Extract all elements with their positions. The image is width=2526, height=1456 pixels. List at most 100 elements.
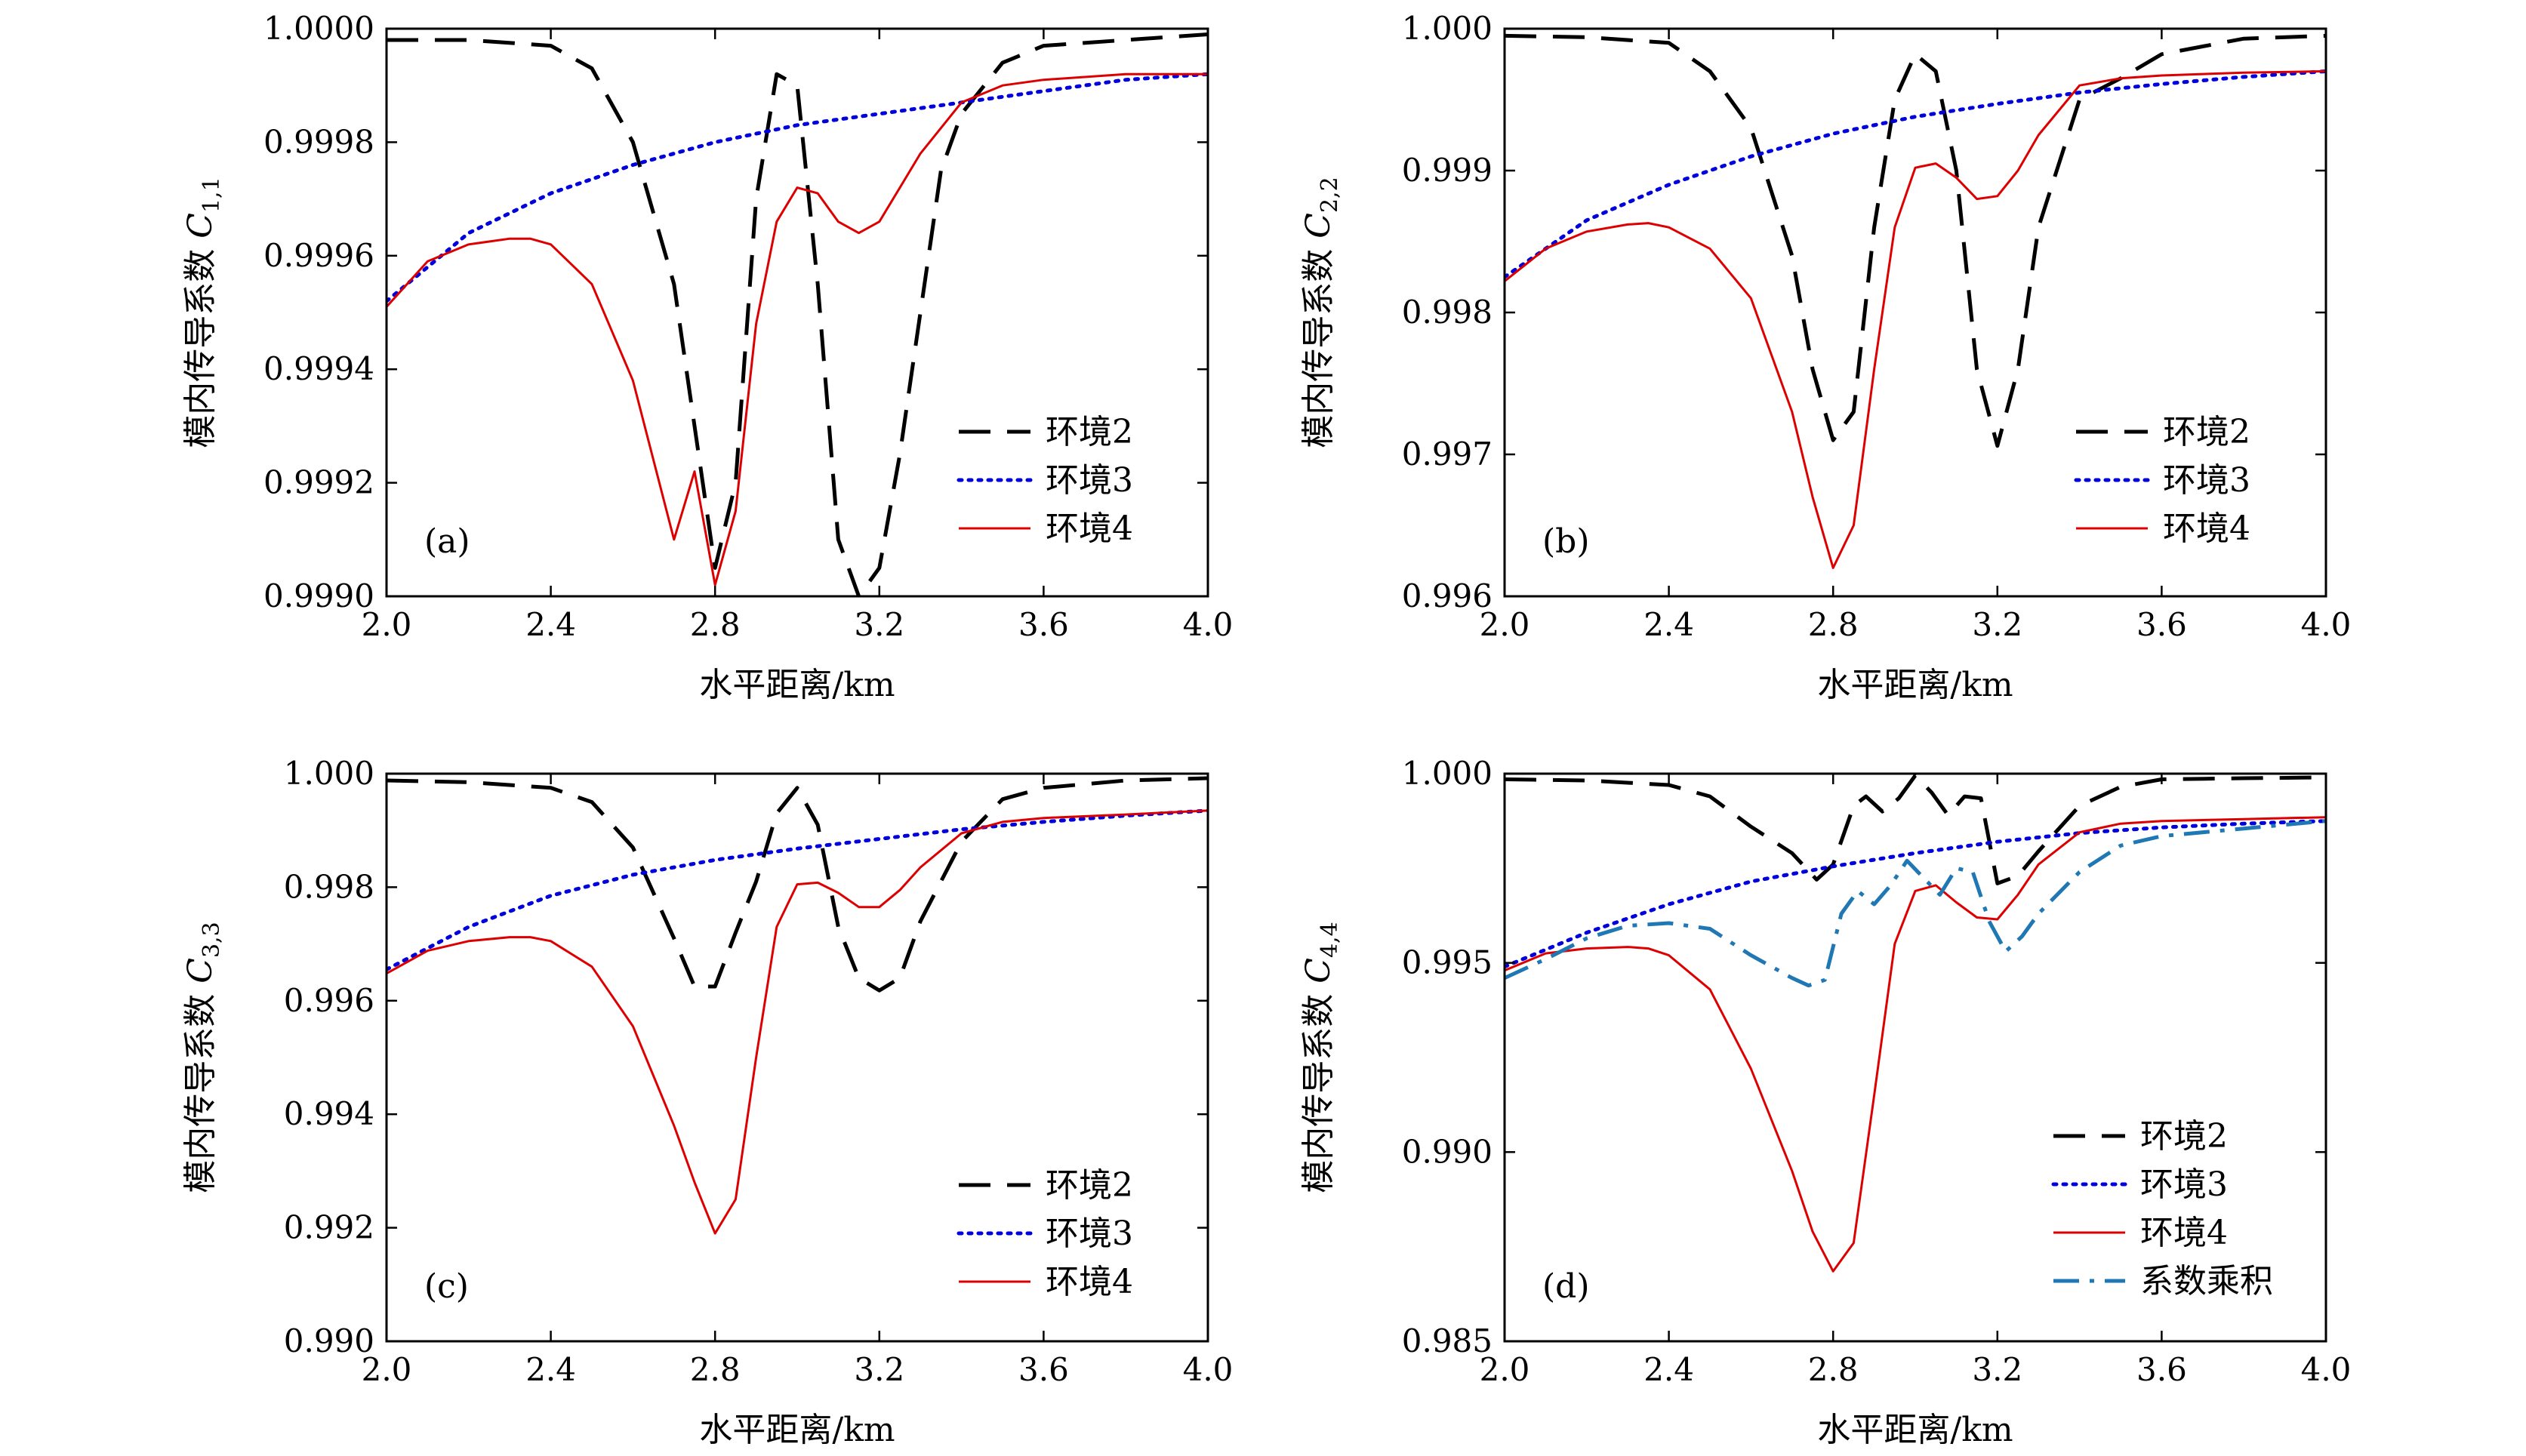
y-tick-label: 0.990: [1402, 1133, 1492, 1170]
y-axis-label-subscript: 2,2: [1317, 177, 1343, 213]
legend-label: 环境4: [2140, 1214, 2228, 1252]
x-tick-label: 3.2: [1972, 606, 2022, 643]
chart-panel-1: 2.0 2.4 2.8 3.2 3.6 4.0 0.996 0.997 0.998 0.999 1.…: [1299, 10, 2351, 704]
legend-label: 环境2: [1046, 1166, 1133, 1205]
series-line-2: [387, 72, 1208, 586]
legend-label: 系数乘积: [2140, 1262, 2273, 1301]
y-axis-label-subscript: 3,3: [199, 922, 225, 958]
x-tick-label: 4.0: [2301, 1351, 2352, 1388]
y-axis-label-symbol: C: [181, 958, 220, 983]
y-tick-label: 0.9990: [263, 577, 374, 614]
legend-label: 环境3: [1046, 461, 1133, 500]
series-line-1: [1505, 69, 2326, 279]
panel-label: (d): [1542, 1267, 1590, 1306]
x-tick-label: 3.2: [1972, 1351, 2022, 1388]
plot-frame: [385, 27, 1209, 598]
y-axis-label-symbol: C: [1299, 213, 1338, 239]
x-tick-label: 3.6: [2136, 606, 2187, 643]
y-axis-label-text: 模内传导系数: [1299, 239, 1338, 448]
y-axis-label: 模内传导系数 C3,3: [181, 922, 225, 1193]
x-axis-label: 水平距离/km: [699, 1411, 895, 1449]
x-tick-label: 2.0: [1480, 1351, 1530, 1388]
series-line-2: [1505, 69, 2326, 569]
y-tick-label: 1.000: [1402, 10, 1492, 47]
plot-frame: [385, 772, 1209, 1343]
series-line-1: [387, 72, 1208, 303]
x-tick-label: 2.0: [1480, 606, 1530, 643]
x-axis-label: 水平距离/km: [1817, 1411, 2013, 1449]
x-tick-label: 2.4: [525, 606, 576, 643]
x-tick-label: 3.2: [854, 606, 904, 643]
x-tick-label: 2.8: [1808, 606, 1859, 643]
x-tick-label: 4.0: [1183, 1351, 1234, 1388]
legend-label: 环境3: [2140, 1165, 2228, 1204]
y-tick-label: 0.996: [284, 982, 374, 1019]
y-tick-label: 0.985: [1402, 1322, 1492, 1359]
x-tick-label: 2.4: [525, 1351, 576, 1388]
panel-label: (c): [424, 1267, 469, 1306]
series-line-2: [387, 809, 1208, 1235]
x-axis-label: 水平距离/km: [699, 666, 895, 704]
y-axis-label: 模内传导系数 C2,2: [1299, 177, 1343, 448]
panel-label: (b): [1542, 522, 1590, 561]
x-tick-label: 2.0: [362, 606, 412, 643]
legend-label: 环境4: [1046, 509, 1133, 548]
y-tick-label: 0.9992: [263, 464, 374, 501]
y-axis-label-text: 模内传导系数: [181, 983, 220, 1193]
y-axis-label-symbol: C: [1299, 958, 1338, 983]
series-line-3: [1505, 819, 2326, 988]
x-tick-label: 2.8: [690, 1351, 741, 1388]
panel-label: (a): [424, 522, 470, 561]
y-tick-label: 0.9996: [263, 237, 374, 274]
series-line-2: [1505, 816, 2326, 1273]
chart-panel-0: 2.0 2.4 2.8 3.2 3.6 4.0 0.9990 0.9992 0.9994 0.99…: [181, 10, 1233, 704]
y-tick-label: 1.000: [1402, 755, 1492, 792]
y-tick-label: 0.995: [1402, 944, 1492, 981]
x-axis-label: 水平距离/km: [1817, 666, 2013, 704]
x-tick-label: 2.4: [1643, 606, 1694, 643]
y-axis-label: 模内传导系数 C4,4: [1299, 922, 1343, 1193]
series-line-1: [387, 808, 1208, 971]
y-tick-label: 1.0000: [263, 10, 374, 47]
y-tick-label: 0.998: [284, 868, 374, 905]
x-tick-label: 2.8: [1808, 1351, 1859, 1388]
x-tick-label: 3.6: [2136, 1351, 2187, 1388]
x-tick-label: 4.0: [2301, 606, 2352, 643]
chart-panel-2: 2.0 2.4 2.8 3.2 3.6 4.0 0.990 0.992 0.994 0.996 0.…: [181, 755, 1233, 1449]
y-axis-label-text: 模内传导系数: [181, 239, 220, 448]
legend-label: 环境3: [1046, 1214, 1133, 1253]
y-axis-label-subscript: 1,1: [199, 177, 225, 213]
y-tick-label: 0.9998: [263, 123, 374, 160]
y-tick-label: 0.997: [1402, 436, 1492, 473]
x-tick-label: 3.6: [1018, 606, 1069, 643]
series-line-0: [1505, 33, 2326, 448]
legend-label: 环境4: [2163, 509, 2250, 548]
y-axis-label-subscript: 4,4: [1317, 922, 1343, 958]
plot-frame: [1503, 772, 2327, 1343]
y-tick-label: 0.994: [284, 1095, 374, 1132]
x-tick-label: 3.2: [854, 1351, 904, 1388]
y-tick-label: 1.000: [284, 755, 374, 792]
legend-label: 环境2: [2163, 413, 2250, 451]
y-tick-label: 0.9994: [263, 350, 374, 387]
y-tick-label: 0.999: [1402, 152, 1492, 189]
series-line-0: [1505, 774, 2326, 885]
y-tick-label: 0.996: [1402, 577, 1492, 614]
y-tick-label: 0.992: [284, 1209, 374, 1246]
y-axis-label-text: 模内传导系数: [1299, 983, 1338, 1193]
chart-panel-3: 2.0 2.4 2.8 3.2 3.6 4.0 0.985 0.990 0.995 1.000 水平…: [1299, 755, 2351, 1449]
legend-label: 环境3: [2163, 461, 2250, 500]
legend-label: 环境2: [1046, 413, 1133, 451]
x-tick-label: 3.6: [1018, 1351, 1069, 1388]
x-tick-label: 2.4: [1643, 1351, 1694, 1388]
y-tick-label: 0.990: [284, 1322, 374, 1359]
x-tick-label: 4.0: [1183, 606, 1234, 643]
y-axis-label-symbol: C: [181, 213, 220, 239]
series-line-1: [1505, 819, 2326, 969]
y-tick-label: 0.998: [1402, 294, 1492, 331]
y-axis-label: 模内传导系数 C1,1: [181, 177, 225, 448]
legend-label: 环境4: [1046, 1263, 1133, 1301]
legend-label: 环境2: [2140, 1117, 2228, 1156]
x-tick-label: 2.8: [690, 606, 741, 643]
